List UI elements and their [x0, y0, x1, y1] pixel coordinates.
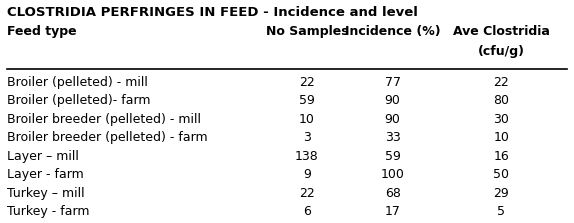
Text: 22: 22 [299, 76, 315, 89]
Text: Layer - farm: Layer - farm [7, 168, 84, 181]
Text: 5: 5 [497, 205, 505, 219]
Text: 68: 68 [385, 187, 401, 200]
Text: 22: 22 [493, 76, 509, 89]
Text: 100: 100 [381, 168, 405, 181]
Text: No Samples: No Samples [266, 25, 348, 39]
Text: 16: 16 [493, 150, 509, 163]
Text: 59: 59 [385, 150, 401, 163]
Text: 10: 10 [493, 131, 509, 144]
Text: 10: 10 [299, 113, 315, 126]
Text: Feed type: Feed type [7, 25, 77, 39]
Text: 90: 90 [385, 113, 401, 126]
Text: Broiler (pelleted) - mill: Broiler (pelleted) - mill [7, 76, 148, 89]
Text: Broiler breeder (pelleted) - farm: Broiler breeder (pelleted) - farm [7, 131, 208, 144]
Text: 6: 6 [303, 205, 311, 219]
Text: Layer – mill: Layer – mill [7, 150, 79, 163]
Text: Incidence (%): Incidence (%) [345, 25, 440, 39]
Text: 3: 3 [303, 131, 311, 144]
Text: 77: 77 [385, 76, 401, 89]
Text: CLOSTRIDIA PERFRINGES IN FEED - Incidence and level: CLOSTRIDIA PERFRINGES IN FEED - Incidenc… [7, 6, 418, 19]
Text: (cfu/g): (cfu/g) [478, 45, 525, 58]
Text: Turkey – mill: Turkey – mill [7, 187, 85, 200]
Text: 33: 33 [385, 131, 401, 144]
Text: 59: 59 [299, 94, 315, 107]
Text: Turkey - farm: Turkey - farm [7, 205, 90, 219]
Text: Broiler (pelleted)- farm: Broiler (pelleted)- farm [7, 94, 150, 107]
Text: 80: 80 [493, 94, 509, 107]
Text: 50: 50 [493, 168, 509, 181]
Text: 17: 17 [385, 205, 401, 219]
Text: 90: 90 [385, 94, 401, 107]
Text: Broiler breeder (pelleted) - mill: Broiler breeder (pelleted) - mill [7, 113, 201, 126]
Text: 138: 138 [295, 150, 319, 163]
Text: 9: 9 [303, 168, 311, 181]
Text: 29: 29 [493, 187, 509, 200]
Text: 30: 30 [493, 113, 509, 126]
Text: Ave Clostridia: Ave Clostridia [453, 25, 550, 39]
Text: 22: 22 [299, 187, 315, 200]
